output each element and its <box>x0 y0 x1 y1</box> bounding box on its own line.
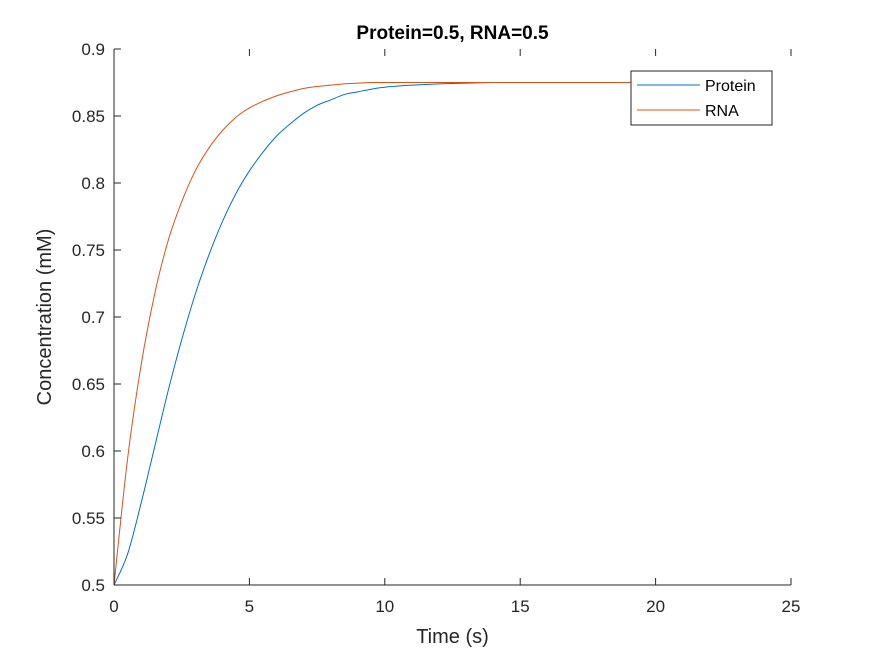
legend: Protein RNA <box>630 70 773 126</box>
x-tick-label: 25 <box>782 597 801 616</box>
legend-label-rna: RNA <box>705 103 739 120</box>
y-tick-label: 0.6 <box>81 442 105 461</box>
legend-box <box>630 70 773 126</box>
series-line-rna <box>113 81 656 586</box>
y-axis-label: Concentration (mM) <box>34 229 56 406</box>
series-layer <box>113 81 656 586</box>
y-tick-label: 0.5 <box>81 576 105 595</box>
y-tick-label: 0.7 <box>81 308 105 327</box>
x-tick-label: 20 <box>646 597 665 616</box>
y-tick-label: 0.9 <box>81 40 105 59</box>
x-tick-label: 5 <box>245 597 254 616</box>
y-tick-label: 0.75 <box>72 241 105 260</box>
y-tick-label: 0.65 <box>72 375 105 394</box>
chart-title: Protein=0.5, RNA=0.5 <box>356 23 549 44</box>
x-tick-label: 0 <box>109 597 118 616</box>
y-ticks: 0.5 0.55 0.6 0.65 0.7 0.75 0.8 0.85 0.9 <box>72 40 121 595</box>
y-tick-label: 0.55 <box>72 509 105 528</box>
y-tick-label: 0.8 <box>81 174 105 193</box>
x-tick-label: 10 <box>375 597 394 616</box>
x-tick-label: 15 <box>511 597 530 616</box>
x-axis-label: Time (s) <box>416 626 489 648</box>
y-tick-label: 0.85 <box>72 107 105 126</box>
legend-label-protein: Protein <box>705 78 756 95</box>
x-ticks: 0 5 10 15 20 25 <box>109 49 800 616</box>
plot-area <box>114 49 791 585</box>
